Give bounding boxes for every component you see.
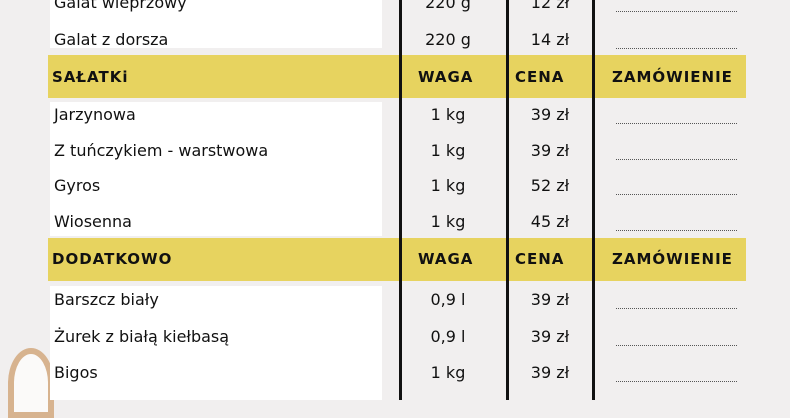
item-weight: 220 g — [425, 30, 471, 49]
column-divider — [399, 0, 402, 400]
item-price: 39 zł — [530, 363, 570, 382]
item-name-panel — [50, 286, 382, 400]
item-name: Bigos — [54, 363, 98, 382]
item-price: 39 zł — [530, 105, 570, 124]
item-name: Z tuńczykiem - warstwowa — [54, 141, 269, 160]
column-header-price: CENA — [515, 250, 565, 268]
order-field[interactable] — [616, 48, 737, 49]
order-field[interactable] — [616, 345, 737, 346]
column-header-order: ZAMÓWIENIE — [612, 68, 733, 86]
item-name: Galat wieprzowy — [54, 0, 187, 12]
order-field[interactable] — [616, 11, 737, 12]
item-name-panel — [50, 102, 382, 236]
order-field[interactable] — [616, 159, 737, 160]
column-divider — [506, 0, 509, 400]
order-field[interactable] — [616, 230, 737, 231]
column-header-price: CENA — [515, 68, 565, 86]
section-header-salatki — [48, 55, 746, 98]
item-weight: 1 kg — [430, 176, 466, 195]
item-price: 39 zł — [530, 327, 570, 346]
item-weight: 220 g — [425, 0, 471, 12]
item-name: Żurek z białą kiełbasą — [54, 327, 230, 346]
item-weight: 1 kg — [430, 363, 466, 382]
item-price: 39 zł — [530, 141, 570, 160]
item-weight: 1 kg — [430, 141, 466, 160]
wooden-heart-decoration — [8, 348, 54, 418]
item-name: Wiosenna — [54, 212, 132, 231]
item-price: 52 zł — [530, 176, 570, 195]
item-weight: 1 kg — [430, 212, 466, 231]
item-weight: 0,9 l — [430, 290, 466, 309]
order-field[interactable] — [616, 381, 737, 382]
item-price: 45 zł — [530, 212, 570, 231]
item-weight: 1 kg — [430, 105, 466, 124]
item-name: Galat z dorsza — [54, 30, 169, 49]
column-header-weight: WAGA — [418, 250, 474, 268]
item-name: Gyros — [54, 176, 101, 195]
item-weight: 0,9 l — [430, 327, 466, 346]
item-name: Jarzynowa — [54, 105, 136, 124]
order-field[interactable] — [616, 308, 737, 309]
item-name: Barszcz biały — [54, 290, 159, 309]
column-header-weight: WAGA — [418, 68, 474, 86]
item-price: 14 zł — [530, 30, 570, 49]
section-header-dodatkowo — [48, 238, 746, 281]
column-divider — [592, 0, 595, 400]
order-field[interactable] — [616, 194, 737, 195]
item-price: 12 zł — [530, 0, 570, 12]
section-title: DODATKOWO — [52, 250, 173, 268]
item-price: 39 zł — [530, 290, 570, 309]
item-name-panel — [50, 0, 382, 48]
order-field[interactable] — [616, 123, 737, 124]
section-title: SAŁATKi — [52, 68, 129, 86]
column-header-order: ZAMÓWIENIE — [612, 250, 733, 268]
